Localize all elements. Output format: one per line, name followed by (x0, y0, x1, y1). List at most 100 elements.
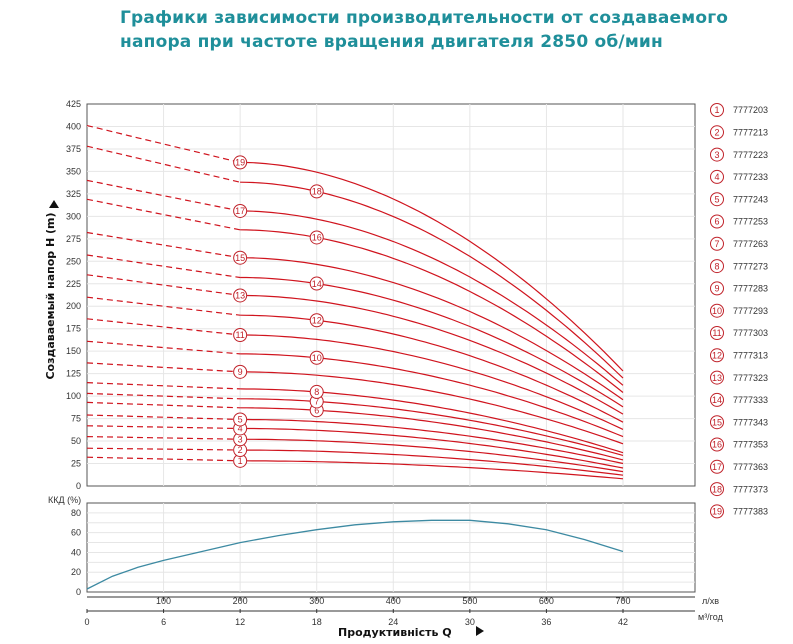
head-curve-marker (309, 313, 324, 328)
efficiency-plot-frame (86, 502, 696, 593)
flow-tick-m3h: 12 (235, 617, 245, 627)
legend-marker-number: 17 (712, 462, 722, 472)
legend-marker-icon (710, 348, 724, 363)
efficiency-tick-label: 0 (76, 587, 81, 597)
legend-model-code: 7777263 (733, 239, 768, 249)
head-tick-label: 425 (66, 99, 81, 109)
legend-model-code: 7777223 (733, 150, 768, 160)
head-curve (240, 438, 624, 473)
head-y-ticks: 0 25 50 75 100 125 150 175 200 225 250 275 300 325 350… (66, 99, 81, 491)
head-curve (240, 161, 624, 372)
head-curve-dashed (86, 425, 241, 430)
head-tick-label: 75 (71, 414, 81, 424)
head-curve-dashed (86, 231, 241, 259)
efficiency-tick-label: 60 (71, 528, 81, 538)
legend-model-code: 7777213 (733, 128, 768, 138)
head-axis-title: Создаваемый напор Н (m) (44, 212, 57, 379)
flow-axis-title: Продуктивність Q (338, 626, 452, 639)
head-tick-label: 50 (71, 436, 81, 446)
flow-tick-m3h: 36 (541, 617, 551, 627)
head-tick-label: 150 (66, 346, 81, 356)
head-tick-label: 300 (66, 211, 81, 221)
flow-tick-lpm: 500 (462, 596, 477, 606)
head-curve-marker-label: 1 (238, 456, 243, 466)
head-axis-arrow-icon (49, 200, 59, 208)
legend-marker-icon (710, 125, 724, 140)
head-curve-dashed (86, 296, 241, 316)
legend-marker-icon (710, 281, 724, 296)
flow-unit-m3h: м³/год (698, 612, 724, 622)
legend-marker-number: 2 (714, 128, 719, 138)
efficiency-tick-label: 40 (71, 547, 81, 557)
head-curve-dashed (86, 318, 241, 336)
head-curve (240, 229, 624, 393)
model-legend: 1 7777203 2 7777213 3 7777223 4 7777233 5 7777243… (710, 103, 768, 519)
legend-marker-icon (710, 192, 724, 207)
head-curve-marker-label: 16 (312, 233, 322, 243)
efficiency-curve (86, 519, 624, 590)
flow-axis-arrow-icon (476, 626, 484, 636)
legend-model-code: 7777343 (733, 417, 768, 427)
legend-marker-icon (710, 303, 724, 318)
head-tick-label: 200 (66, 301, 81, 311)
legend-marker-number: 13 (712, 373, 722, 383)
head-curve-marker-label: 9 (238, 367, 243, 377)
legend-marker-number: 4 (714, 172, 719, 182)
head-curve-dashed (86, 392, 241, 400)
head-tick-label: 100 (66, 391, 81, 401)
head-curve (240, 460, 624, 480)
legend-model-code: 7777313 (733, 351, 768, 361)
legend-marker-icon (710, 236, 724, 251)
legend-marker-number: 3 (714, 150, 719, 160)
legend-marker-icon (710, 103, 724, 117)
head-curve-dashed (86, 274, 241, 296)
legend-marker-icon (710, 504, 724, 519)
legend-marker-number: 6 (714, 217, 719, 227)
title-line-1: Графики зависимости производительности о… (120, 8, 729, 28)
head-curve-dashed (86, 401, 241, 409)
legend-model-code: 7777383 (733, 507, 768, 517)
head-curve-marker (233, 203, 248, 218)
head-curve-dashed (86, 456, 241, 462)
legend-marker-number: 1 (714, 105, 719, 115)
head-curve-dashed (86, 362, 241, 373)
flow-tick-m3h: 24 (388, 617, 398, 627)
title-line-2: напора при частоте вращения двигателя 28… (120, 32, 663, 52)
page-title: Графики зависимости производительности о… (120, 6, 780, 54)
legend-model-code: 7777283 (733, 284, 768, 294)
head-curve-marker-label: 10 (312, 353, 322, 363)
head-curve-dashed (86, 145, 241, 183)
head-tick-label: 275 (66, 234, 81, 244)
head-curve (240, 276, 624, 408)
head-curve-dashed (86, 179, 241, 212)
flow-tick-lpm: 700 (615, 596, 630, 606)
head-curve-marker-label: 2 (238, 445, 243, 455)
head-curve-marker-label: 17 (235, 206, 245, 216)
head-curve-marker (233, 288, 248, 303)
legend-model-code: 7777253 (733, 217, 768, 227)
legend-marker-number: 19 (712, 507, 722, 517)
head-curve-marker (309, 350, 324, 365)
head-curve (240, 210, 624, 386)
head-curve-dashed (86, 340, 241, 355)
head-curve (240, 294, 624, 415)
head-curve (240, 314, 624, 423)
flow-tick-lpm: 400 (386, 596, 401, 606)
flow-tick-m3h: 6 (161, 617, 166, 627)
head-curve-dashed (86, 382, 241, 390)
head-curve-marker (233, 412, 248, 427)
head-curve-marker-label: 5 (238, 415, 243, 425)
head-curve (240, 181, 624, 379)
head-curve (240, 418, 624, 465)
head-curve-dashed (86, 125, 241, 163)
legend-marker-icon (710, 214, 724, 229)
head-curve-marker-label: 4 (238, 424, 243, 434)
head-tick-label: 375 (66, 144, 81, 154)
legend-marker-number: 8 (714, 261, 719, 271)
legend-model-code: 7777373 (733, 484, 768, 494)
head-tick-label: 0 (76, 481, 81, 491)
legend-marker-number: 11 (712, 328, 721, 338)
legend-model-code: 7777363 (733, 462, 768, 472)
head-curve (240, 257, 624, 401)
